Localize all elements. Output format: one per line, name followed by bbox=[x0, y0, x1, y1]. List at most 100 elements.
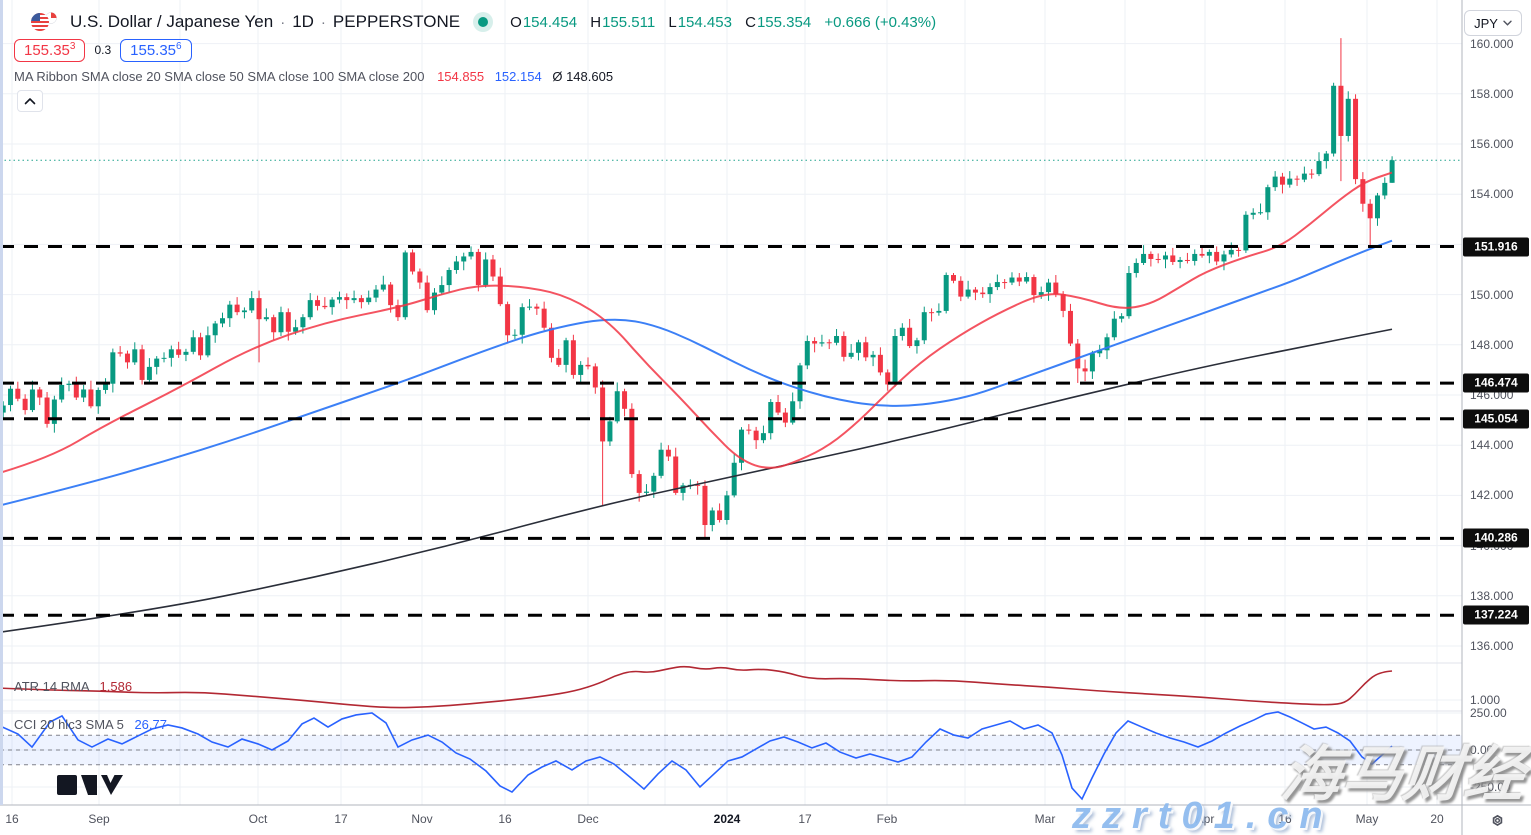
chevron-up-icon bbox=[24, 98, 36, 105]
candle bbox=[892, 336, 898, 385]
candle bbox=[395, 305, 401, 318]
candle bbox=[980, 292, 986, 295]
candle bbox=[1148, 253, 1154, 259]
exchange-label[interactable]: PEPPERSTONE bbox=[332, 12, 461, 31]
candle bbox=[1192, 253, 1198, 261]
candle bbox=[885, 372, 891, 385]
candle bbox=[782, 412, 788, 423]
candle bbox=[658, 449, 664, 476]
candle bbox=[190, 337, 196, 352]
candle bbox=[1309, 173, 1315, 175]
candle bbox=[519, 307, 525, 335]
candle bbox=[227, 304, 233, 319]
candle bbox=[870, 354, 876, 358]
candle bbox=[117, 352, 123, 354]
candle bbox=[1024, 277, 1030, 282]
symbol-title[interactable]: U.S. Dollar / Japanese Yen bbox=[70, 12, 274, 31]
candle bbox=[1214, 251, 1220, 262]
candle bbox=[556, 357, 562, 365]
candle bbox=[1119, 316, 1125, 319]
candle bbox=[585, 364, 591, 367]
change-value: +0.666 (+0.43%) bbox=[824, 13, 937, 31]
candle bbox=[819, 342, 825, 344]
price-level-badge: 145.054 bbox=[1463, 409, 1529, 429]
candle bbox=[1053, 282, 1059, 295]
price-axis-tick: 144.000 bbox=[1470, 438, 1514, 453]
sma50-value: 152.154 bbox=[494, 69, 542, 84]
candle bbox=[921, 312, 927, 341]
candle bbox=[1367, 203, 1373, 219]
candle bbox=[1389, 160, 1395, 183]
candle bbox=[490, 259, 496, 277]
cci-legend[interactable]: CCI 20 hlc3 SMA 5 26.77 bbox=[14, 717, 167, 732]
candle bbox=[629, 408, 635, 475]
ohlc-readout: O154.454 H155.511 L154.453 C155.354 +0.6… bbox=[510, 14, 936, 31]
price-level-badge: 146.474 bbox=[1463, 373, 1529, 393]
candle bbox=[994, 282, 1000, 288]
candle bbox=[1162, 255, 1168, 260]
sell-bid-button[interactable]: 155.353 bbox=[14, 38, 86, 62]
candle bbox=[731, 462, 737, 496]
candle bbox=[958, 280, 964, 297]
candle bbox=[322, 305, 328, 308]
candle bbox=[1236, 249, 1242, 251]
candle bbox=[1155, 258, 1161, 260]
candle bbox=[0, 405, 6, 413]
candle bbox=[724, 495, 730, 520]
candle bbox=[1258, 212, 1264, 214]
candle bbox=[1177, 259, 1183, 262]
candle bbox=[622, 391, 628, 409]
price-axis-tick: 156.000 bbox=[1470, 137, 1514, 151]
candle bbox=[1272, 176, 1278, 188]
candle bbox=[775, 402, 781, 413]
candle bbox=[1104, 337, 1110, 351]
time-axis-tick: Mar bbox=[1034, 812, 1056, 826]
candle bbox=[431, 292, 437, 311]
candle bbox=[475, 251, 481, 286]
candle bbox=[373, 289, 379, 298]
time-axis-tick: Oct bbox=[248, 812, 268, 826]
price-axis-tick: 148.000 bbox=[1470, 337, 1514, 352]
cci-label: CCI 20 hlc3 SMA 5 bbox=[14, 717, 124, 732]
atr-line bbox=[0, 665, 1393, 709]
ma-ribbon-label: MA Ribbon SMA close 20 SMA close 50 SMA … bbox=[14, 69, 425, 84]
gear-icon[interactable] bbox=[1489, 812, 1506, 829]
atr-legend[interactable]: ATR 14 RMA 1.586 bbox=[14, 679, 132, 694]
price-axis-tick: 154.000 bbox=[1470, 187, 1514, 202]
candle bbox=[483, 259, 489, 286]
candle bbox=[351, 298, 357, 301]
time-axis-tick: 16 bbox=[5, 812, 19, 826]
price-axis-currency-button[interactable]: JPY bbox=[1464, 10, 1522, 36]
tradingview-logo[interactable] bbox=[55, 771, 143, 799]
collapse-legend-button[interactable] bbox=[17, 90, 43, 112]
timeframe-label[interactable]: 1D bbox=[292, 12, 314, 31]
price-level-badge: 151.916 bbox=[1463, 237, 1529, 256]
candle bbox=[965, 289, 971, 297]
ma-ribbon-legend[interactable]: MA Ribbon SMA close 20 SMA close 50 SMA … bbox=[14, 69, 613, 84]
buy-ask-button[interactable]: 155.356 bbox=[120, 38, 192, 62]
sma20-value: 154.855 bbox=[437, 69, 485, 84]
ohlc-open-label: O bbox=[510, 13, 522, 31]
candle bbox=[1009, 277, 1015, 283]
candle bbox=[1089, 353, 1095, 372]
candle bbox=[220, 318, 225, 324]
candle bbox=[643, 491, 649, 493]
candle bbox=[124, 353, 130, 363]
candle bbox=[914, 340, 920, 347]
currency-label: JPY bbox=[1474, 15, 1498, 31]
candle bbox=[534, 306, 540, 309]
candle bbox=[388, 284, 394, 306]
candle bbox=[578, 364, 584, 375]
candle bbox=[1060, 294, 1066, 311]
atr-label: ATR 14 RMA bbox=[14, 679, 89, 694]
candle bbox=[951, 275, 956, 281]
candle bbox=[461, 256, 467, 262]
price-axis-tick: 136.000 bbox=[1470, 639, 1514, 653]
cci-value: 26.77 bbox=[134, 717, 167, 732]
sma200-value: Ø 148.605 bbox=[552, 69, 614, 84]
time-axis-tick: Apr bbox=[1195, 812, 1215, 826]
symbol-header: U.S. Dollar / Japanese Yen · 1D · PEPPER… bbox=[30, 11, 936, 33]
candle bbox=[358, 298, 364, 303]
candle bbox=[271, 317, 277, 333]
